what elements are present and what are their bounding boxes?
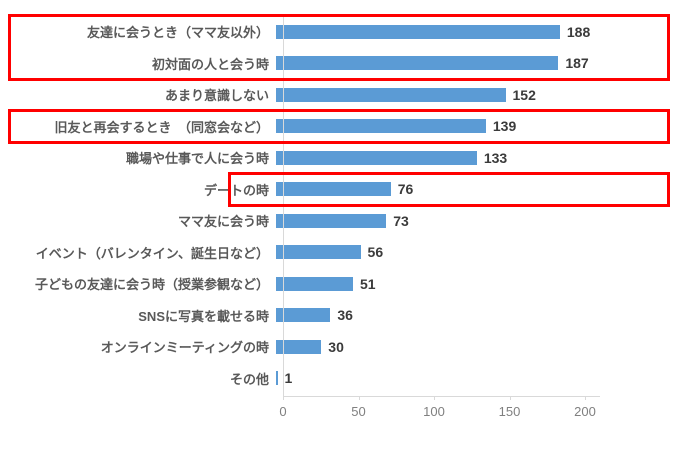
chart-row: オンラインミーティングの時 30 <box>0 331 693 363</box>
chart-row: SNSに写真を載せる時 36 <box>0 300 693 332</box>
chart-row: 初対面の人と会う時 187 <box>0 48 693 80</box>
bar-track: 30 <box>276 339 344 355</box>
chart-row: デートの時 76 <box>0 174 693 206</box>
x-tick-label: 50 <box>351 404 366 419</box>
highlight-box <box>228 171 670 207</box>
value-label: 188 <box>566 23 591 40</box>
value-label: 133 <box>483 149 508 166</box>
highlight-box <box>8 14 670 81</box>
bar-track: 76 <box>276 181 413 197</box>
x-tick-label: 0 <box>279 404 287 419</box>
bar <box>276 182 391 197</box>
x-tick-mark <box>585 396 586 400</box>
bar <box>276 339 322 354</box>
category-label: あまり意識しない <box>164 88 269 104</box>
x-tick-mark <box>283 396 284 400</box>
chart-row: あまり意識しない 152 <box>0 79 693 111</box>
category-label: 旧友と再会するとき （同窓会など） <box>54 119 269 135</box>
chart-row: 子どもの友達に会う時（授業参観など） 51 <box>0 268 693 300</box>
category-label: ママ友に会う時 <box>177 214 269 230</box>
bar-track: 133 <box>276 150 507 166</box>
x-tick-label: 150 <box>498 404 521 419</box>
value-label: 187 <box>565 55 589 72</box>
chart-row: 友達に会うとき（ママ友以外） 188 <box>0 16 693 48</box>
x-tick-mark <box>358 396 360 400</box>
chart-row: イベント（バレンタイン、誕生日など） 56 <box>0 237 693 269</box>
bar <box>276 213 387 228</box>
x-tick-label: 200 <box>574 404 596 419</box>
bar-track: 187 <box>276 55 589 71</box>
bar <box>276 245 361 260</box>
value-label: 36 <box>337 307 353 324</box>
bar-track: 1 <box>276 370 292 386</box>
bar <box>276 371 278 386</box>
value-label: 152 <box>512 86 536 103</box>
value-label: 73 <box>393 212 409 229</box>
bar <box>276 276 353 291</box>
category-label: 子どもの友達に会う時（授業参観など） <box>34 277 269 293</box>
x-tick-label: 100 <box>423 404 445 419</box>
category-label: 友達に会うとき（ママ友以外） <box>86 25 269 41</box>
category-label: その他 <box>229 371 269 387</box>
bar-track: 73 <box>276 213 409 229</box>
x-tick-mark <box>509 396 511 400</box>
chart-row: 職場や仕事で人に会う時 133 <box>0 142 693 174</box>
bar-track: 152 <box>276 87 536 103</box>
bar-track: 139 <box>276 118 516 134</box>
bar-track: 51 <box>276 276 376 292</box>
bar-track: 188 <box>276 24 590 40</box>
value-label: 56 <box>367 244 384 261</box>
bar <box>276 119 486 134</box>
bar-track: 56 <box>276 244 383 260</box>
category-label: イベント（バレンタイン、誕生日など） <box>35 245 269 261</box>
value-label: 30 <box>328 338 344 355</box>
category-label: 初対面の人と会う時 <box>151 56 269 72</box>
chart-row: その他 1 <box>0 363 693 395</box>
bar <box>276 87 506 102</box>
value-label: 51 <box>360 275 376 292</box>
chart-row: 旧友と再会するとき （同窓会など） 139 <box>0 111 693 143</box>
x-axis-line <box>283 396 601 397</box>
category-label: SNSに写真を載せる時 <box>138 308 269 324</box>
bar <box>276 56 559 71</box>
category-label: デートの時 <box>203 182 269 198</box>
value-label: 139 <box>492 118 517 135</box>
category-label: オンラインミーティングの時 <box>100 340 269 356</box>
highlight-box <box>8 108 670 144</box>
chart-row: ママ友に会う時 73 <box>0 205 693 237</box>
value-label: 1 <box>284 370 293 387</box>
bar-track: 36 <box>276 307 353 323</box>
value-label: 76 <box>397 181 414 198</box>
x-tick-mark <box>434 396 435 400</box>
bar <box>276 308 331 323</box>
category-label: 職場や仕事で人に会う時 <box>125 151 269 167</box>
bar <box>276 24 560 39</box>
bar <box>276 150 477 165</box>
